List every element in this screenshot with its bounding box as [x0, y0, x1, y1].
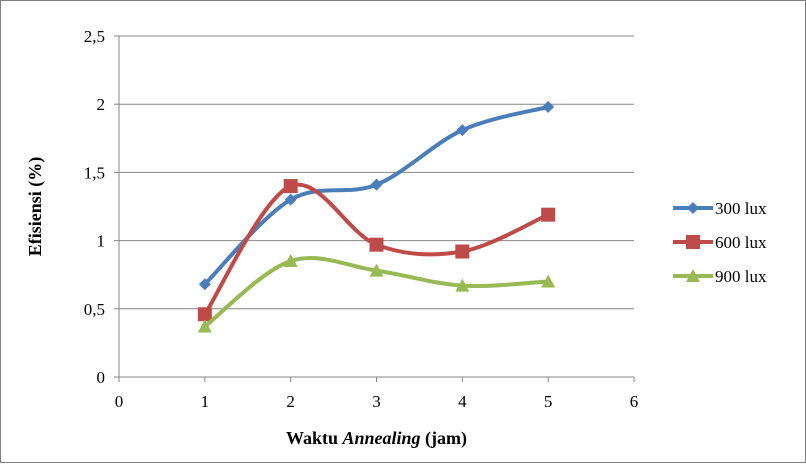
data-point	[284, 193, 297, 206]
axes	[114, 35, 635, 382]
data-point	[455, 278, 470, 292]
y-tick-label: 0,5	[84, 300, 105, 319]
legend: 300 lux 600 lux 900 lux	[673, 199, 767, 286]
legend-marker	[687, 202, 699, 214]
data-point	[197, 307, 212, 322]
data-point	[198, 278, 211, 291]
x-axis-label: Waktu Annealing (jam)	[286, 428, 467, 449]
x-axis-label-italic: Annealing	[342, 428, 421, 448]
x-tick-label: 0	[115, 392, 124, 411]
data-point	[542, 100, 555, 113]
data-point	[369, 237, 384, 252]
x-tick-label: 3	[372, 392, 381, 411]
data-point	[369, 263, 384, 277]
legend-marker	[686, 269, 700, 282]
series-3	[197, 254, 556, 333]
data-point	[197, 319, 212, 333]
y-tick-label: 2	[97, 95, 106, 114]
x-axis-label-part1: Waktu	[286, 428, 343, 448]
x-tick-label: 1	[201, 392, 210, 411]
x-tick-label: 2	[286, 392, 295, 411]
data-point	[456, 124, 469, 137]
y-tick-label: 1	[97, 232, 106, 251]
data-point	[541, 274, 556, 288]
legend-label: 300 lux	[715, 199, 767, 218]
x-tick-label: 6	[630, 392, 639, 411]
series-line	[203, 104, 549, 286]
legend-label: 600 lux	[715, 233, 767, 252]
series-line	[203, 182, 549, 316]
legend-marker	[686, 235, 700, 249]
y-tick-label: 0	[97, 368, 106, 387]
data-point	[283, 179, 298, 194]
data-point	[541, 207, 556, 222]
series-lines	[197, 100, 556, 333]
y-tick-label: 2,5	[84, 27, 105, 46]
series-2	[197, 179, 556, 322]
x-axis-label-part3: (jam)	[425, 428, 467, 449]
x-tick-label: 5	[544, 392, 553, 411]
data-point	[370, 178, 383, 191]
legend-item: 600 lux	[673, 233, 767, 252]
legend-label: 900 lux	[715, 267, 767, 286]
legend-item: 300 lux	[673, 199, 767, 218]
x-tick-label: 4	[458, 392, 467, 411]
series-1	[198, 100, 555, 291]
gridlines	[119, 35, 634, 378]
y-tick-label: 1,5	[84, 163, 105, 182]
legend-item: 900 lux	[673, 267, 767, 286]
tick-labels: 0 0,5 1 1,5 2 2,5 0 1 2 3 4 5 6	[84, 27, 639, 411]
y-axis-label: Efisiensi (%)	[25, 157, 46, 257]
data-point	[455, 244, 470, 259]
data-point	[283, 254, 298, 268]
